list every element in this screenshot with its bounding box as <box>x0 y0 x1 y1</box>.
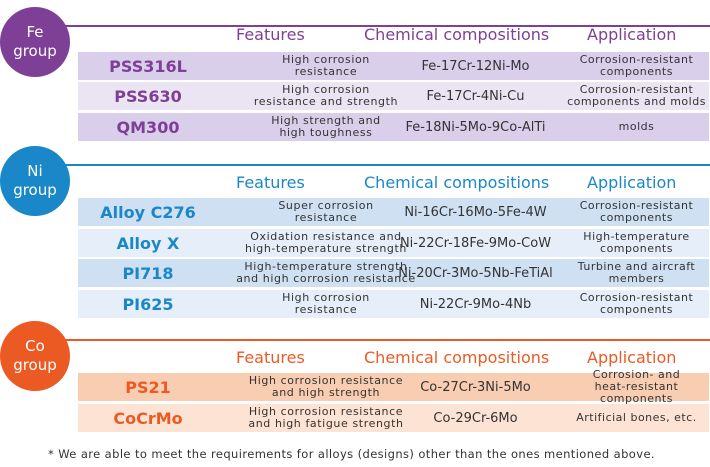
alloy-features: High corrosion resistance and strength <box>253 83 399 108</box>
co-group-badge-line2: group <box>13 356 57 374</box>
alloy-name: PSS316L <box>109 56 187 76</box>
alloy-name: CoCrMo <box>113 408 183 428</box>
alloy-features: Oxidation resistance and high-temperature… <box>245 230 407 255</box>
alloy-chemical: Fe-18Ni-5Mo-9Co-AlTi <box>405 119 546 135</box>
alloy-features: High corrosion resistance and high streng… <box>248 374 404 399</box>
ni-group-badge: Ni group <box>0 146 70 216</box>
co-group-badge: Co group <box>0 321 70 391</box>
ni-group-badge-line2: group <box>13 181 57 199</box>
alloy-chemical: Co-27Cr-3Ni-5Mo <box>420 379 531 395</box>
alloy-chemical: Ni-20Cr-3Mo-5Nb-FeTiAl <box>398 265 553 281</box>
table-row: CoCrMo High corrosion resistance and high… <box>78 404 709 432</box>
alloy-chemical: Ni-16Cr-16Mo-5Fe-4W <box>404 204 547 220</box>
alloy-application: Artificial bones, etc. <box>576 411 697 424</box>
table-row: QM300 High strength and high toughness Fe… <box>78 113 709 141</box>
chemical-header: Chemical compositions <box>364 25 550 44</box>
alloy-name: PS21 <box>125 377 171 397</box>
alloy-application: Corrosion-resistant components <box>579 291 694 316</box>
fe-divider <box>64 25 710 27</box>
table-row: PI718 High-temperature strength and high … <box>78 259 709 287</box>
alloy-application: Corrosion-resistant components <box>579 53 694 78</box>
table-row: Alloy X Oxidation resistance and high-tem… <box>78 229 709 257</box>
table-row: Alloy C276 Super corrosion resistance Ni-… <box>78 198 709 226</box>
alloy-application: Turbine and aircraft members <box>577 260 696 285</box>
alloy-features: Super corrosion resistance <box>278 199 374 224</box>
alloy-features: High corrosion resistance and high fatigu… <box>248 405 404 430</box>
alloy-features: High-temperature strength and high corros… <box>236 260 416 285</box>
features-header: Features <box>236 173 305 192</box>
alloy-application: molds <box>618 120 655 133</box>
alloy-features: High corrosion resistance <box>282 53 370 78</box>
alloy-application: Corrosion- and heat-resistant components <box>592 368 681 405</box>
alloy-name: Alloy C276 <box>100 202 196 222</box>
fe-group-badge-line2: group <box>13 42 57 60</box>
table-row: PI625 High corrosion resistance Ni-22Cr-9… <box>78 290 709 318</box>
alloy-chemical: Ni-22Cr-18Fe-9Mo-CoW <box>399 235 552 251</box>
co-group-badge-line1: Co <box>25 337 45 355</box>
features-header: Features <box>236 348 305 367</box>
alloy-chemical: Fe-17Cr-4Ni-Cu <box>426 88 525 104</box>
co-divider <box>64 339 710 341</box>
chemical-header: Chemical compositions <box>364 348 550 367</box>
ni-group-badge-line1: Ni <box>27 162 43 180</box>
application-header: Application <box>587 25 677 44</box>
alloy-chemical: Ni-22Cr-9Mo-4Nb <box>419 296 532 312</box>
alloy-chemical: Fe-17Cr-12Ni-Mo <box>421 58 530 74</box>
alloy-name: PSS630 <box>114 86 182 106</box>
chemical-header: Chemical compositions <box>364 173 550 192</box>
footnote: * We are able to meet the requirements f… <box>48 447 655 461</box>
table-row: PSS630 High corrosion resistance and stre… <box>78 82 709 110</box>
fe-group-badge-line1: Fe <box>26 23 44 41</box>
alloy-name: PI625 <box>122 294 174 314</box>
alloy-name: PI718 <box>122 263 174 283</box>
application-header: Application <box>587 348 677 367</box>
application-header: Application <box>587 173 677 192</box>
features-header: Features <box>236 25 305 44</box>
fe-group-badge: Fe group <box>0 7 70 77</box>
table-row: PSS316L High corrosion resistance Fe-17Cr… <box>78 52 709 80</box>
alloy-chemical: Co-29Cr-6Mo <box>433 410 518 426</box>
table-row: PS21 High corrosion resistance and high s… <box>78 368 709 405</box>
alloy-features: High strength and high toughness <box>271 114 381 139</box>
alloy-features: High corrosion resistance <box>282 291 370 316</box>
ni-divider <box>64 164 710 166</box>
alloy-name: Alloy X <box>116 233 180 253</box>
alloy-application: Corrosion-resistant components <box>579 199 694 224</box>
alloy-application: High-temperature components <box>583 230 690 255</box>
alloy-application: Corrosion-resistant components and molds <box>567 83 706 108</box>
alloy-name: QM300 <box>116 117 180 137</box>
